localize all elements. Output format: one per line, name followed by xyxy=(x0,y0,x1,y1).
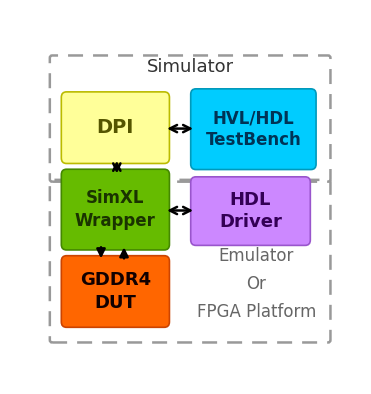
Text: GDDR4
DUT: GDDR4 DUT xyxy=(80,271,151,312)
FancyBboxPatch shape xyxy=(191,89,316,169)
Text: HVL/HDL
TestBench: HVL/HDL TestBench xyxy=(206,109,301,149)
Text: DPI: DPI xyxy=(97,118,134,137)
FancyBboxPatch shape xyxy=(61,169,170,250)
FancyBboxPatch shape xyxy=(61,92,170,164)
FancyBboxPatch shape xyxy=(61,256,170,327)
Text: HDL
Driver: HDL Driver xyxy=(219,191,282,231)
FancyBboxPatch shape xyxy=(191,177,310,245)
Text: Emulator
Or
FPGA Platform: Emulator Or FPGA Platform xyxy=(197,247,316,321)
Text: SimXL
Wrapper: SimXL Wrapper xyxy=(75,190,156,230)
Text: Simulator: Simulator xyxy=(147,58,234,76)
